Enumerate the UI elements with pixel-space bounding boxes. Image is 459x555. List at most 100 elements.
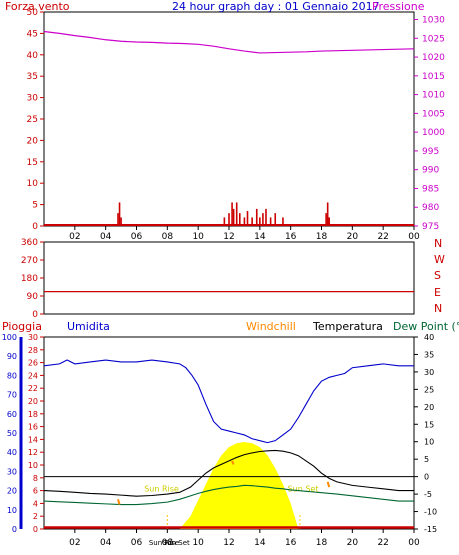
wind-bar bbox=[328, 217, 331, 226]
humidity-tick-label: 20 bbox=[7, 487, 17, 496]
windchill-mark bbox=[326, 481, 331, 488]
pressure-y-tick-label: 1005 bbox=[422, 109, 445, 119]
pressure-y-tick-label: 995 bbox=[422, 147, 439, 157]
temp-tick-label: 10 bbox=[424, 438, 434, 447]
x-tick-label: 20 bbox=[347, 232, 359, 242]
rain-tick-label: 6 bbox=[33, 487, 38, 496]
rain-tick-label: 20 bbox=[28, 397, 38, 406]
rain-tick-label: 24 bbox=[28, 371, 38, 380]
rain-tick-label: 8 bbox=[33, 474, 38, 483]
temp-tick-label: 0 bbox=[424, 473, 429, 482]
dewpoint-label: Dew Point (°C bbox=[393, 320, 459, 333]
temp-tick-label: 25 bbox=[424, 385, 434, 394]
rain-tick-label: 16 bbox=[28, 423, 38, 432]
rain-tick-label: 0 bbox=[33, 525, 38, 534]
x-tick-label: 06 bbox=[131, 538, 143, 548]
direction-y-tick-label: 90 bbox=[27, 292, 39, 302]
x-tick-label: 14 bbox=[254, 232, 266, 242]
wind-y-tick-label: 40 bbox=[27, 51, 39, 61]
rain-tick-label: 4 bbox=[33, 499, 38, 508]
compass-label: N bbox=[434, 237, 442, 250]
rain-label: Pioggia bbox=[2, 320, 42, 333]
wind-bar bbox=[326, 202, 329, 226]
rain-tick-label: 14 bbox=[28, 435, 38, 444]
temperature-humidity-plot: 0102030405060708090100024681012141618202… bbox=[2, 333, 437, 548]
x-tick-label: 08 bbox=[162, 232, 174, 242]
temp-tick-label: -15 bbox=[424, 525, 437, 534]
sunrise-annotation: Sun Rise bbox=[144, 484, 179, 493]
x-tick-label: 00 bbox=[408, 538, 420, 548]
humidity-tick-label: 70 bbox=[7, 391, 17, 400]
wind-bar bbox=[120, 217, 122, 226]
x-tick-label: 08 bbox=[162, 538, 174, 548]
wind-bar bbox=[265, 208, 267, 226]
x-tick-label: 22 bbox=[377, 538, 388, 548]
humidity-tick-label: 100 bbox=[2, 333, 17, 342]
wind-y-tick-label: 50 bbox=[27, 8, 39, 18]
temp-tick-label: -10 bbox=[424, 508, 437, 517]
x-tick-label: 10 bbox=[192, 232, 204, 242]
pressure-y-tick-label: 1000 bbox=[422, 128, 445, 138]
pressure-y-tick-label: 975 bbox=[422, 222, 439, 232]
temp-tick-label: -5 bbox=[424, 490, 432, 499]
humidity-label: Umidita bbox=[67, 320, 110, 333]
x-tick-label: 04 bbox=[100, 538, 112, 548]
x-tick-label: 16 bbox=[285, 538, 297, 548]
wind-y-tick-label: 45 bbox=[27, 29, 38, 39]
wind-bar bbox=[238, 213, 241, 226]
wind-bar bbox=[251, 217, 253, 226]
direction-y-tick-label: 0 bbox=[32, 310, 38, 320]
windchill-mark bbox=[117, 499, 121, 505]
x-tick-label: 18 bbox=[316, 232, 328, 242]
x-tick-label: 10 bbox=[192, 538, 204, 548]
wind-y-tick-label: 35 bbox=[27, 72, 38, 82]
x-tick-label: 02 bbox=[69, 232, 80, 242]
wind-bar bbox=[243, 217, 246, 226]
wind-pressure-frame bbox=[43, 11, 415, 227]
pressure-y-tick-label: 990 bbox=[422, 166, 439, 176]
wind-y-tick-label: 0 bbox=[32, 222, 38, 232]
pressure-y-tick-label: 985 bbox=[422, 184, 439, 194]
wind-bar bbox=[223, 217, 226, 226]
wind-y-tick-label: 5 bbox=[32, 201, 38, 211]
rain-tick-label: 30 bbox=[28, 333, 38, 342]
temp-tick-label: 15 bbox=[424, 420, 434, 429]
wind-bar bbox=[282, 217, 284, 226]
humidity-tick-label: 50 bbox=[7, 429, 17, 438]
humidity-tick-label: 10 bbox=[7, 506, 17, 515]
humidity-line bbox=[43, 359, 414, 444]
x-tick-label: 16 bbox=[285, 232, 297, 242]
x-tick-label: 14 bbox=[254, 538, 266, 548]
wind-bar bbox=[259, 217, 261, 226]
wind-bar bbox=[235, 202, 238, 226]
rain-tick-label: 22 bbox=[28, 384, 38, 393]
wind-y-tick-label: 15 bbox=[27, 158, 38, 168]
solar-area bbox=[179, 441, 299, 529]
wind-bar bbox=[262, 213, 264, 226]
pressure-y-tick-label: 980 bbox=[422, 203, 439, 213]
wind-bar bbox=[269, 217, 272, 226]
x-tick-label: 06 bbox=[131, 232, 143, 242]
dewpoint-line bbox=[43, 484, 414, 506]
humidity-tick-label: 90 bbox=[7, 352, 17, 361]
windchill-label: Windchill bbox=[246, 320, 296, 333]
sunset-axis-label: Sun Set bbox=[163, 539, 190, 547]
x-tick-label: 00 bbox=[408, 232, 420, 242]
wind-bar bbox=[231, 202, 233, 226]
x-tick-label: 18 bbox=[316, 538, 328, 548]
rain-tick-label: 10 bbox=[28, 461, 38, 470]
sunrise-axis-label: Sun Rise bbox=[149, 539, 179, 547]
temp-tick-label: 5 bbox=[424, 455, 429, 464]
temp-tick-label: 35 bbox=[424, 350, 434, 359]
wind-force-label: Forza vento bbox=[5, 0, 70, 13]
x-tick-label: 22 bbox=[377, 232, 388, 242]
pressure-line bbox=[43, 30, 415, 54]
rain-tick-label: 28 bbox=[28, 346, 38, 355]
temp-tick-label: 20 bbox=[424, 403, 434, 412]
humidity-tick-label: 40 bbox=[7, 448, 17, 457]
sunset-annotation: Sun Set bbox=[288, 484, 319, 493]
rain-tick-label: 18 bbox=[28, 410, 38, 419]
compass-label: S bbox=[434, 269, 441, 282]
